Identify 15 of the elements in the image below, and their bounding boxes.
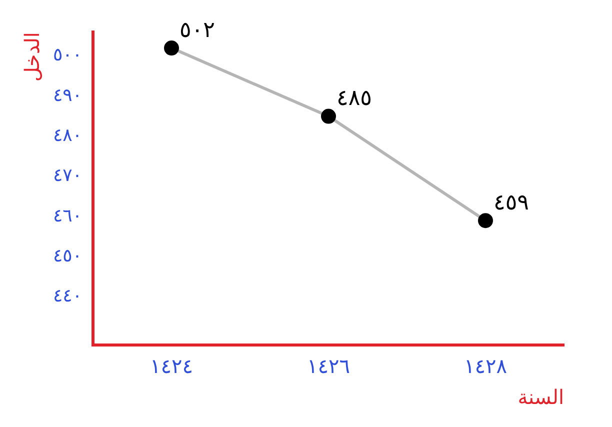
x-tick-label: ١٤٢٦: [307, 354, 350, 378]
x-tick-label: ١٤٢٨: [464, 354, 508, 378]
data-label: ٥٠٢: [180, 18, 215, 43]
data-label: ٤٨٥: [336, 86, 372, 111]
x-tick-label: ١٤٢٤: [150, 354, 193, 378]
data-label: ٤٥٩: [494, 190, 529, 216]
y-tick-label: ٤٤٠: [52, 286, 82, 307]
y-tick-label: ٤٥٠: [52, 245, 82, 266]
y-tick-label: ٤٨٠: [52, 125, 82, 146]
x-axis-title: السنة: [518, 385, 564, 410]
y-tick-label: ٥٠٠: [52, 44, 82, 66]
y-axis-title: الدخل: [20, 32, 44, 82]
y-tick-label: ٤٩٠: [52, 84, 82, 106]
y-tick-label: ٤٦٠: [52, 205, 82, 226]
y-tick-label: ٤٧٠: [52, 165, 82, 186]
